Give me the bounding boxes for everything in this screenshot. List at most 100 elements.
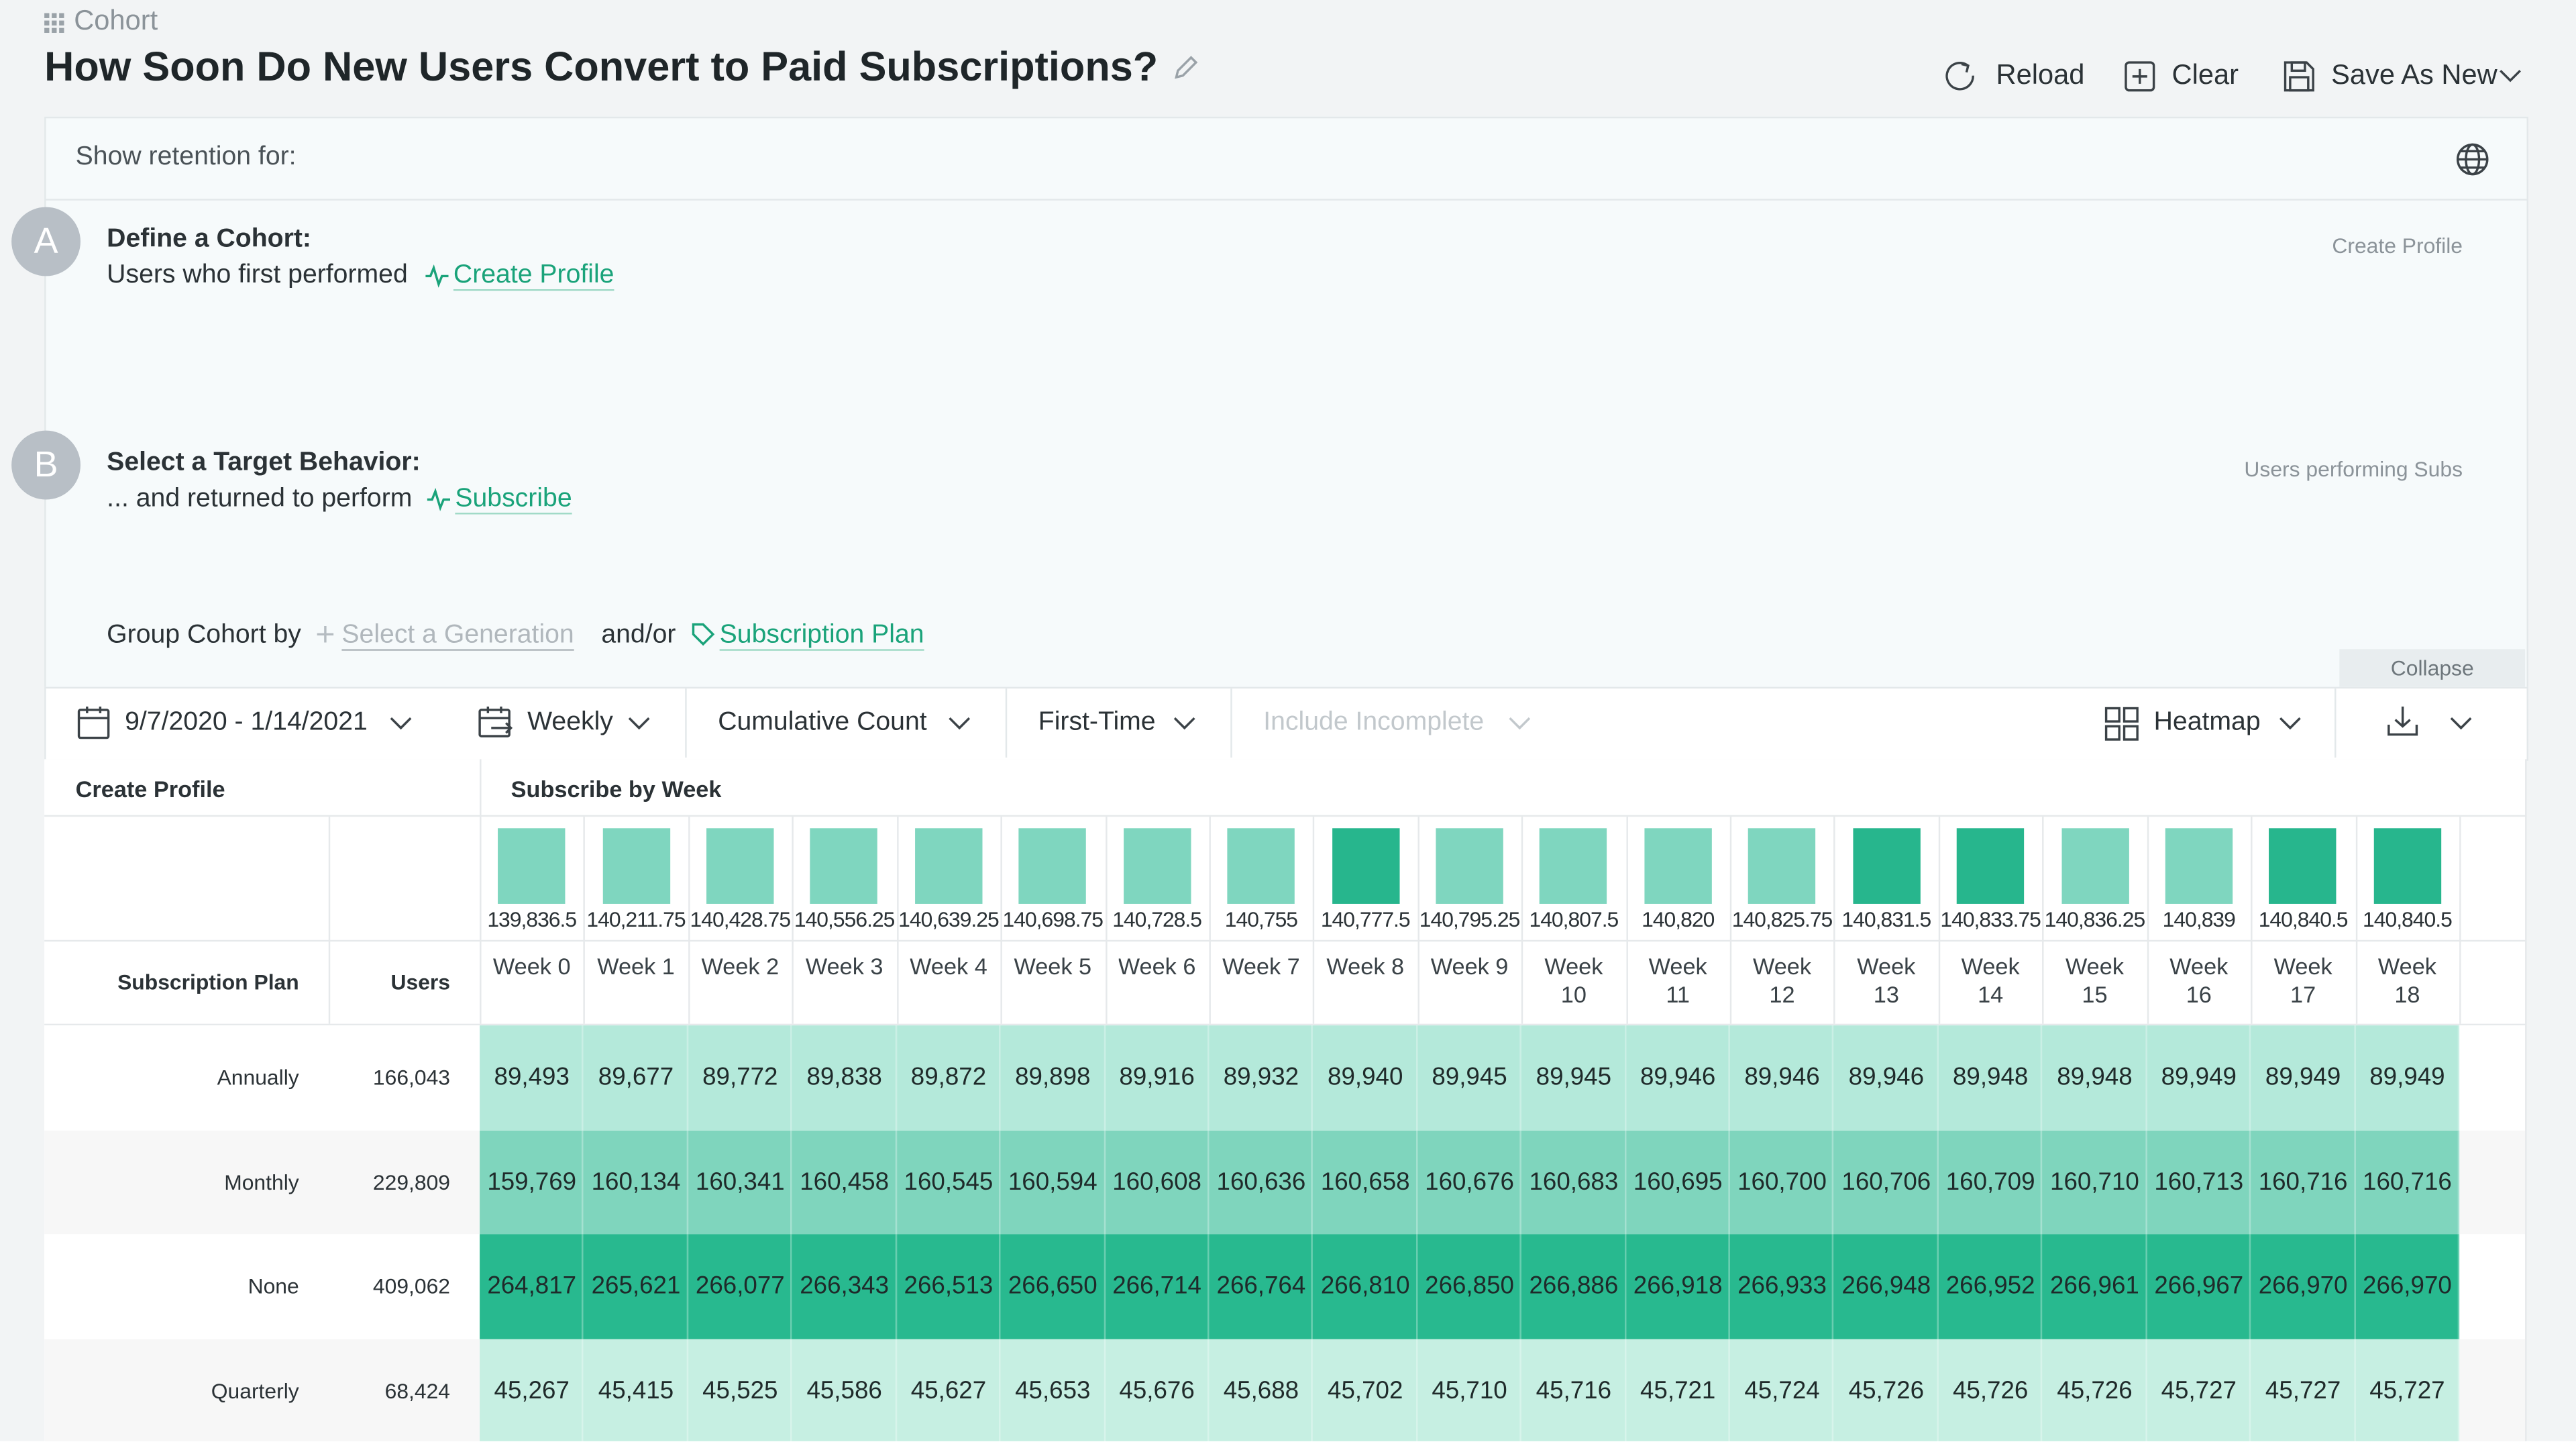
week-header: Week 17 bbox=[2273, 953, 2332, 1008]
week-header: Week 13 bbox=[1857, 953, 1916, 1008]
chevron[interactable] bbox=[948, 715, 971, 731]
heatmap-cell: 266,970 bbox=[2355, 1234, 2460, 1339]
week-header: Week 4 bbox=[910, 953, 987, 980]
chevron[interactable] bbox=[2449, 715, 2472, 731]
summary-bar bbox=[914, 828, 983, 904]
week-header: Week 8 bbox=[1326, 953, 1405, 980]
separator bbox=[685, 688, 687, 758]
save-icon[interactable] bbox=[2282, 59, 2316, 93]
heatmap-icon[interactable] bbox=[2104, 707, 2139, 741]
row-divider bbox=[44, 1023, 2527, 1026]
event-icon bbox=[425, 264, 449, 288]
heatmap-cell: 160,608 bbox=[1104, 1129, 1210, 1235]
save-as-new-button[interactable]: Save As New bbox=[2331, 59, 2498, 91]
heatmap-cell: 160,545 bbox=[896, 1129, 1001, 1235]
chevron[interactable] bbox=[1173, 715, 1196, 731]
row-users: 68,424 bbox=[384, 1378, 451, 1403]
column-divider bbox=[1938, 817, 1940, 1024]
breadcrumb[interactable]: Cohort bbox=[74, 5, 158, 36]
week-header: Week 1 bbox=[597, 953, 675, 980]
summary-label: 140,428.75 bbox=[690, 907, 792, 932]
heatmap-cell: 160,636 bbox=[1209, 1129, 1313, 1235]
view-select[interactable]: Heatmap bbox=[2153, 708, 2261, 737]
group-label: Group Cohort by bbox=[107, 621, 301, 650]
week-header: Week 14 bbox=[1961, 953, 2020, 1008]
download-icon[interactable] bbox=[2385, 703, 2420, 737]
summary-bar bbox=[1123, 828, 1191, 904]
column-header: Subscription Plan bbox=[117, 969, 299, 994]
incomplete-toggle[interactable]: Include Incomplete bbox=[1263, 708, 1485, 737]
side-label: Users performing Subs bbox=[2244, 456, 2463, 482]
heatmap-cell: 266,714 bbox=[1104, 1234, 1210, 1339]
summary-label: 140,698.75 bbox=[1002, 907, 1104, 932]
interval-icon[interactable] bbox=[478, 705, 515, 739]
column-divider bbox=[792, 817, 794, 1024]
globe-icon[interactable] bbox=[2455, 142, 2491, 178]
side-label: Create Profile bbox=[2332, 233, 2463, 258]
week-header: Week 18 bbox=[2377, 953, 2436, 1008]
heatmap-cell: 266,810 bbox=[1313, 1234, 1417, 1339]
chevron[interactable] bbox=[2279, 715, 2302, 731]
summary-label: 140,833.75 bbox=[1940, 907, 2041, 932]
summary-label: 140,840.5 bbox=[2258, 907, 2349, 932]
heatmap-cell: 266,948 bbox=[1834, 1234, 1939, 1339]
title[interactable]: How Soon Do New Users Convert to Paid Su… bbox=[44, 44, 1159, 91]
generation-select[interactable]: Select a Generation bbox=[341, 621, 574, 650]
query-panel bbox=[44, 116, 2528, 690]
summary-label: 140,755 bbox=[1224, 907, 1298, 932]
heatmap-cell: 89,945 bbox=[1417, 1025, 1522, 1130]
heatmap-cell: 266,933 bbox=[1729, 1234, 1835, 1339]
summary-label: 140,556.25 bbox=[794, 907, 896, 932]
measure-select[interactable]: Cumulative Count bbox=[718, 708, 927, 737]
edit-icon[interactable] bbox=[1171, 52, 1201, 82]
chevron[interactable] bbox=[628, 715, 651, 731]
column-header: Users bbox=[390, 969, 451, 994]
summary-label: 140,211.75 bbox=[586, 907, 686, 932]
heatmap-cell: 89,493 bbox=[480, 1025, 584, 1130]
heatmap-cell: 266,961 bbox=[2042, 1234, 2147, 1339]
interval-select[interactable]: Weekly bbox=[527, 708, 613, 737]
heatmap-cell: 89,945 bbox=[1521, 1025, 1626, 1130]
summary-label: 140,795.25 bbox=[1419, 907, 1521, 932]
group-property[interactable]: Subscription Plan bbox=[719, 621, 924, 650]
heatmap-cell: 266,343 bbox=[792, 1234, 897, 1339]
clear-icon[interactable] bbox=[2123, 59, 2157, 93]
heatmap-cell: 89,948 bbox=[1938, 1025, 2043, 1130]
week-header: Week 5 bbox=[1014, 953, 1092, 980]
chevron[interactable] bbox=[1508, 715, 1531, 731]
calendar-icon[interactable] bbox=[77, 705, 110, 739]
row-users: 229,809 bbox=[372, 1169, 451, 1194]
heatmap-cell: 89,898 bbox=[1000, 1025, 1105, 1130]
row-label: Quarterly bbox=[211, 1378, 299, 1403]
heatmap-cell: 266,918 bbox=[1625, 1234, 1730, 1339]
heatmap-cell: 89,872 bbox=[896, 1025, 1001, 1130]
summary-bar bbox=[810, 828, 878, 904]
summary-bar bbox=[2373, 828, 2441, 904]
event-link[interactable]: Subscribe bbox=[455, 484, 572, 513]
summary-bar bbox=[498, 828, 566, 904]
summary-label: 140,836.25 bbox=[2044, 907, 2146, 932]
collapse-button[interactable]: Collapse bbox=[2339, 649, 2526, 687]
heatmap-cell: 160,716 bbox=[2355, 1129, 2460, 1235]
chevron[interactable] bbox=[389, 715, 412, 731]
event-link[interactable]: Create Profile bbox=[453, 261, 614, 290]
summary-label: 140,639.25 bbox=[898, 907, 1000, 932]
reload-button[interactable]: Reload bbox=[1996, 59, 2085, 91]
heatmap-cell: 45,676 bbox=[1104, 1338, 1210, 1441]
chevron[interactable] bbox=[2499, 67, 2522, 83]
heatmap-cell: 89,946 bbox=[1834, 1025, 1939, 1130]
date-range[interactable]: 9/7/2020 - 1/14/2021 bbox=[125, 708, 368, 737]
clear-button[interactable]: Clear bbox=[2171, 59, 2239, 91]
column-divider bbox=[2042, 817, 2045, 1024]
heatmap-cell: 45,726 bbox=[1834, 1338, 1939, 1441]
heatmap-cell: 160,676 bbox=[1417, 1129, 1522, 1235]
heatmap-cell: 266,764 bbox=[1209, 1234, 1313, 1339]
mode-select[interactable]: First-Time bbox=[1038, 708, 1156, 737]
column-divider bbox=[1834, 817, 1836, 1024]
summary-bar bbox=[1227, 828, 1295, 904]
section-heading: Define a Cohort: bbox=[107, 225, 311, 254]
summary-label: 139,836.5 bbox=[487, 907, 577, 932]
reload-icon[interactable] bbox=[1943, 59, 1978, 93]
column-divider bbox=[1417, 817, 1419, 1024]
